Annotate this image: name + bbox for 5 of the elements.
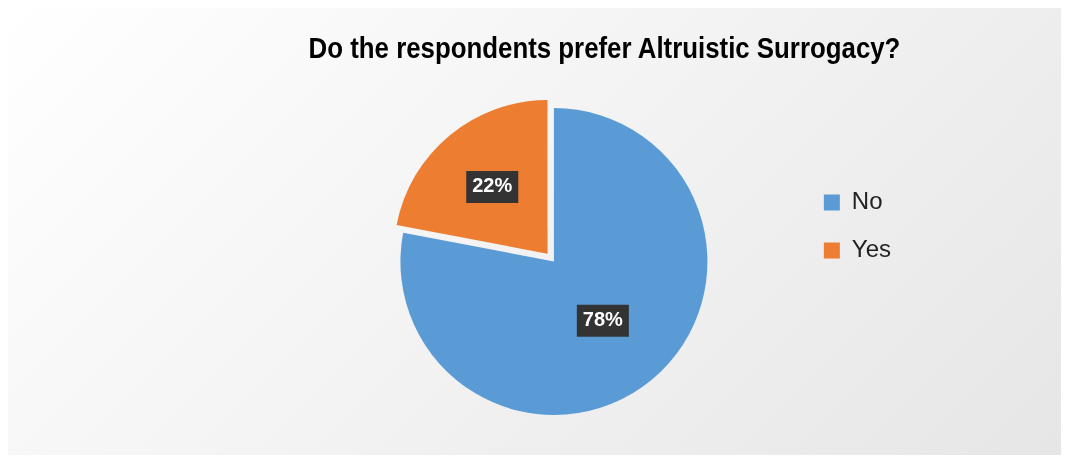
legend-label: Yes xyxy=(851,235,891,263)
data-label: 78% xyxy=(582,308,624,331)
chart-title: Do the respondents prefer Altruistic Surrogacy? xyxy=(308,31,901,65)
data-label: 22% xyxy=(472,174,513,197)
legend-label: No xyxy=(851,187,883,215)
